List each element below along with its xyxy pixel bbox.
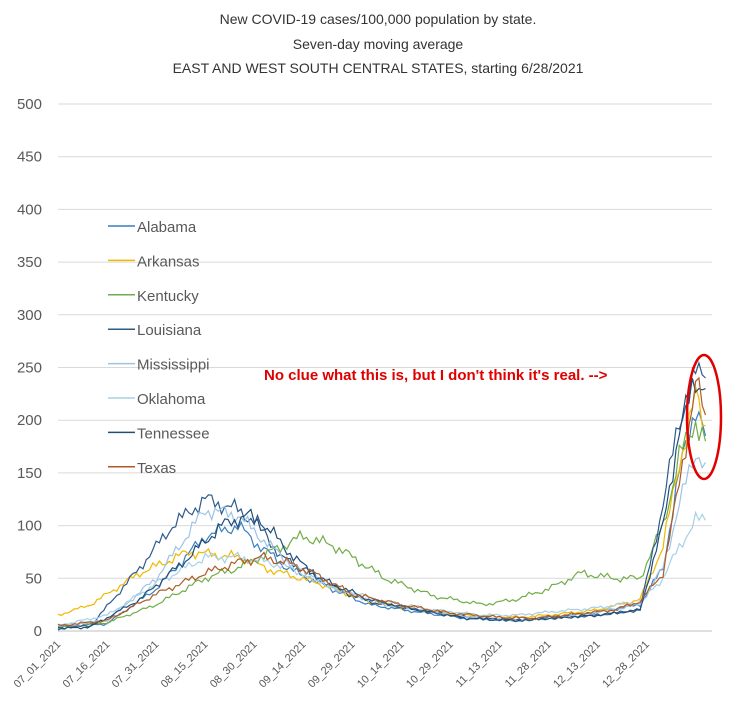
- y-tick-label: 150: [17, 465, 42, 482]
- x-tick-label: 12_28_2021: [600, 639, 652, 691]
- annotation-group: No clue what this is, but I don't think …: [264, 353, 723, 481]
- y-tick-label: 300: [17, 307, 42, 324]
- series-lines: [57, 360, 707, 631]
- series-line-louisiana: [57, 360, 706, 630]
- y-tick-label: 100: [17, 518, 42, 535]
- legend-label-texas: Texas: [137, 460, 176, 477]
- x-tick-label: 11_28_2021: [503, 639, 554, 690]
- x-tick-label: 08_15_2021: [159, 639, 211, 691]
- grid-layer: [58, 103, 712, 632]
- series-line-texas: [57, 376, 707, 627]
- chart-title-line-3: EAST AND WEST SOUTH CENTRAL STATES, star…: [172, 60, 584, 76]
- legend: Alabama Arkansas Kentucky Louisiana Mississi…: [108, 219, 210, 477]
- y-tick-label: 250: [17, 360, 42, 377]
- x-tick-label: 10_14_2021: [355, 639, 407, 691]
- y-tick-label: 200: [17, 412, 42, 429]
- y-tick-label: 500: [17, 96, 42, 113]
- x-tick-label: 11_13_2021: [454, 639, 505, 690]
- x-tick-label: 09_29_2021: [306, 639, 358, 691]
- series-line-kentucky: [57, 421, 707, 630]
- legend-label-louisiana: Louisiana: [137, 322, 202, 339]
- legend-label-arkansas: Arkansas: [137, 253, 200, 270]
- legend-label-kentucky: Kentucky: [137, 288, 199, 305]
- x-tick-label: 12_13_2021: [551, 639, 603, 691]
- legend-label-oklahoma: Oklahoma: [137, 391, 206, 408]
- x-tick-label: 08_30_2021: [208, 639, 260, 691]
- x-tick-label: 07_16_2021: [61, 639, 113, 691]
- chart-title-line-2: Seven-day moving average: [292, 36, 464, 52]
- legend-label-mississippi: Mississippi: [137, 357, 210, 374]
- y-tick-label: 350: [17, 254, 42, 271]
- x-tick-label: 10_29_2021: [404, 639, 456, 691]
- annotation-text: No clue what this is, but I don't think …: [264, 367, 608, 384]
- y-tick-label: 400: [17, 201, 42, 218]
- legend-label-tennessee: Tennessee: [137, 425, 210, 442]
- x-tick-label: 09_14_2021: [257, 639, 309, 691]
- y-tick-label: 450: [17, 149, 42, 166]
- series-line-tennessee: [57, 378, 706, 631]
- legend-label-alabama: Alabama: [137, 219, 197, 236]
- annotation-ellipse: [685, 353, 723, 481]
- x-tick-label: 07_01_2021: [12, 639, 64, 691]
- x-tick-labels: 07_01_202107_16_202107_31_202108_15_2021…: [12, 639, 652, 691]
- y-tick-label: 50: [25, 570, 42, 587]
- chart-title-line-1: New COVID-19 cases/100,000 population by…: [219, 11, 537, 27]
- x-tick-label: 07_31_2021: [110, 639, 162, 691]
- y-tick-label: 0: [34, 623, 42, 640]
- y-tick-labels: 0 50 100 150 200 250 300 350 400 450 500: [17, 96, 42, 640]
